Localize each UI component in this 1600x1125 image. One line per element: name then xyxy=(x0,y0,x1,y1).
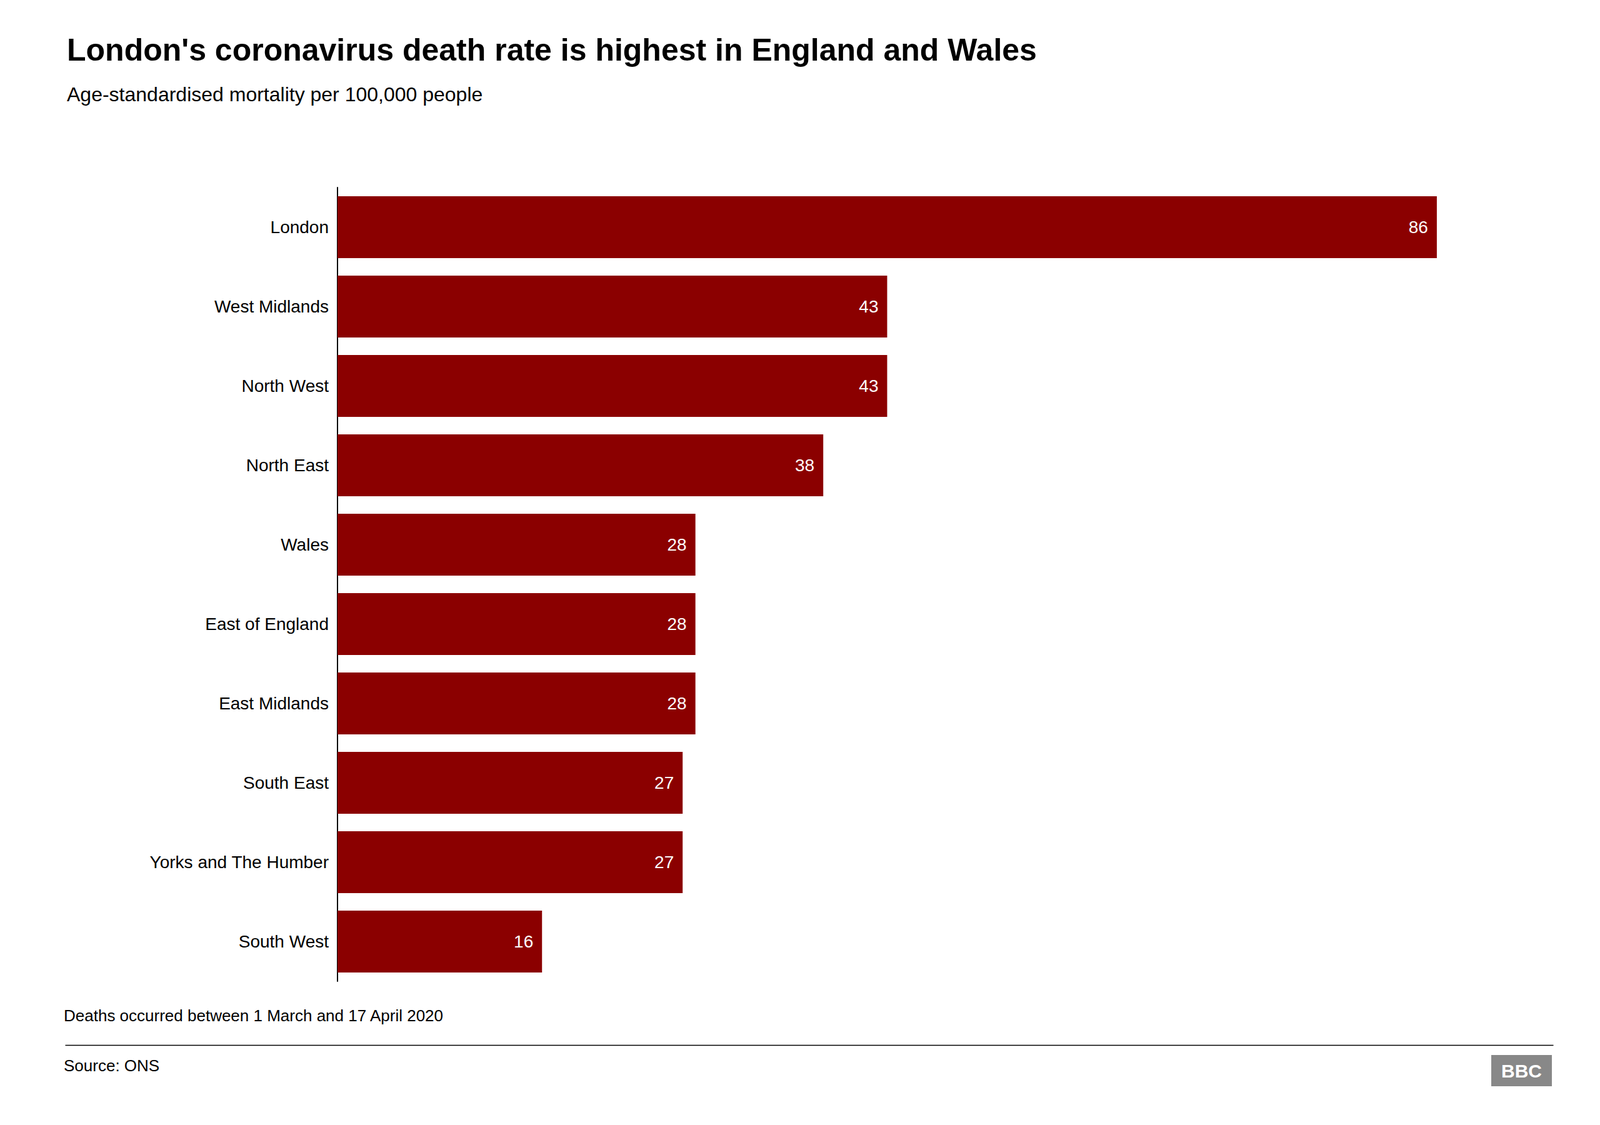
svg-text:27: 27 xyxy=(654,773,674,793)
svg-text:28: 28 xyxy=(667,614,687,634)
svg-text:North East: North East xyxy=(246,455,329,475)
svg-text:London's coronavirus death rat: London's coronavirus death rate is highe… xyxy=(66,32,1037,68)
svg-text:Yorks and The Humber: Yorks and The Humber xyxy=(150,852,329,872)
svg-text:27: 27 xyxy=(654,852,674,872)
svg-text:South West: South West xyxy=(238,931,329,952)
svg-text:North West: North West xyxy=(241,376,329,396)
svg-text:London: London xyxy=(270,217,329,237)
svg-text:28: 28 xyxy=(667,535,687,555)
svg-text:38: 38 xyxy=(795,455,815,475)
svg-text:Deaths occurred between 1 Marc: Deaths occurred between 1 March and 17 A… xyxy=(63,1006,444,1025)
svg-text:East of England: East of England xyxy=(205,614,329,634)
svg-text:28: 28 xyxy=(667,693,687,714)
svg-text:South East: South East xyxy=(243,773,329,793)
svg-text:43: 43 xyxy=(858,296,879,317)
svg-text:Wales: Wales xyxy=(280,535,329,555)
svg-text:Age-standardised mortality per: Age-standardised mortality per 100,000 p… xyxy=(66,83,483,106)
svg-text:16: 16 xyxy=(513,931,534,952)
svg-text:East Midlands: East Midlands xyxy=(218,693,329,714)
svg-text:Source: ONS: Source: ONS xyxy=(63,1056,160,1075)
svg-text:86: 86 xyxy=(1408,217,1429,237)
svg-text:BBC: BBC xyxy=(1501,1060,1542,1082)
svg-text:West Midlands: West Midlands xyxy=(214,296,329,317)
svg-text:43: 43 xyxy=(858,376,879,396)
